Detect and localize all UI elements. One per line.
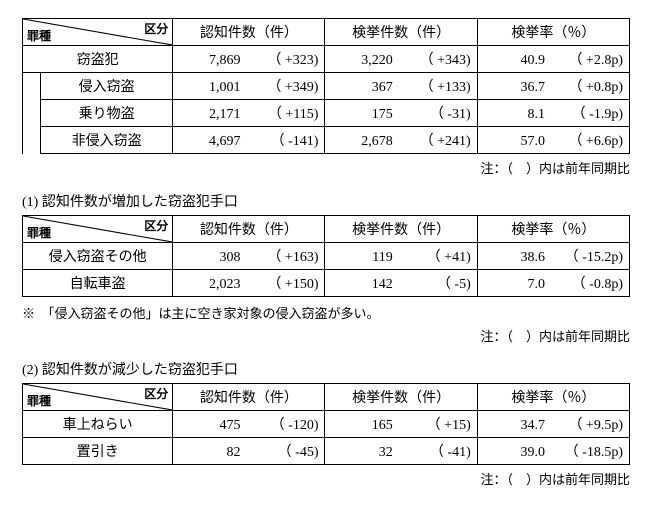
value-cell: 40.9（ +2.8p) xyxy=(477,46,629,73)
category-cell: 侵入窃盗 xyxy=(41,73,173,100)
value-cell: 475（ -120) xyxy=(173,411,325,438)
value-cell: 175（ -31) xyxy=(325,100,477,127)
table-row: 車上ねらい475（ -120)165（ +15)34.7（ +9.5p) xyxy=(23,411,630,438)
value-cell: 1,001（ +349) xyxy=(173,73,325,100)
value-cell: 165（ +15) xyxy=(325,411,477,438)
category-cell: 自転車盗 xyxy=(23,270,173,297)
header-diagonal: 区分 罪種 xyxy=(23,216,173,243)
value-cell: 82（ -45) xyxy=(173,438,325,465)
indent-spacer xyxy=(23,127,41,154)
col-header-recognized: 認知件数（件） xyxy=(173,19,325,46)
table-row: 乗り物盗2,171（ +115)175（ -31)8.1（ -1.9p) xyxy=(23,100,630,127)
header-diagonal: 区分 罪種 xyxy=(23,384,173,411)
category-cell: 侵入窃盗その他 xyxy=(23,243,173,270)
col-header-rate: 検挙率（％） xyxy=(477,19,629,46)
table-row: 侵入窃盗その他308（ +163)119（ +41)38.6（ -15.2p) xyxy=(23,243,630,270)
table2-body: 侵入窃盗その他308（ +163)119（ +41)38.6（ -15.2p)自… xyxy=(23,243,630,297)
table-row: 自転車盗2,023（ +150)142（ -5)7.0（ -0.8p) xyxy=(23,270,630,297)
value-cell: 119（ +41) xyxy=(325,243,477,270)
table-decrease: 区分 罪種 認知件数（件） 検挙件数（件） 検挙率（％） 車上ねらい475（ -… xyxy=(22,383,630,465)
value-cell: 7.0（ -0.8p) xyxy=(477,270,629,297)
indent-spacer xyxy=(23,100,41,127)
table3-body: 車上ねらい475（ -120)165（ +15)34.7（ +9.5p)置引き8… xyxy=(23,411,630,465)
col-header-arrests: 検挙件数（件） xyxy=(325,19,477,46)
value-cell: 2,023（ +150) xyxy=(173,270,325,297)
section1-title: (1) 認知件数が増加した窃盗犯手口 xyxy=(22,191,637,211)
note-paren-3: 注：（ ）内は前年同期比 xyxy=(22,469,630,488)
value-cell: 142（ -5) xyxy=(325,270,477,297)
value-cell: 7,869（ +323) xyxy=(173,46,325,73)
table-theft-summary: 区分 罪種 認知件数（件） 検挙件数（件） 検挙率（％） 窃盗犯7,869（ +… xyxy=(22,18,630,154)
value-cell: 8.1（ -1.9p) xyxy=(477,100,629,127)
value-cell: 3,220（ +343) xyxy=(325,46,477,73)
header-top-label: 区分 xyxy=(144,20,168,37)
category-cell: 窃盗犯 xyxy=(23,46,173,73)
header-bottom-label: 罪種 xyxy=(27,27,51,44)
header-diagonal: 区分 罪種 xyxy=(23,19,173,46)
table-row: 置引き82（ -45)32（ -41)39.0（ -18.5p) xyxy=(23,438,630,465)
value-cell: 34.7（ +9.5p) xyxy=(477,411,629,438)
footnote-1: ※ 「侵入窃盗その他」は主に空き家対象の侵入窃盗が多い。 xyxy=(22,303,637,322)
value-cell: 57.0（ +6.6p) xyxy=(477,127,629,154)
value-cell: 38.6（ -15.2p) xyxy=(477,243,629,270)
note-paren-2: 注：（ ）内は前年同期比 xyxy=(22,326,630,345)
value-cell: 32（ -41) xyxy=(325,438,477,465)
category-cell: 乗り物盗 xyxy=(41,100,173,127)
table-row: 侵入窃盗1,001（ +349)367（ +133)36.7（ +0.8p) xyxy=(23,73,630,100)
value-cell: 2,678（ +241) xyxy=(325,127,477,154)
table-row: 窃盗犯7,869（ +323)3,220（ +343)40.9（ +2.8p) xyxy=(23,46,630,73)
table1-body: 窃盗犯7,869（ +323)3,220（ +343)40.9（ +2.8p)侵… xyxy=(23,46,630,154)
category-cell: 車上ねらい xyxy=(23,411,173,438)
value-cell: 36.7（ +0.8p) xyxy=(477,73,629,100)
value-cell: 2,171（ +115) xyxy=(173,100,325,127)
value-cell: 367（ +133) xyxy=(325,73,477,100)
category-cell: 非侵入窃盗 xyxy=(41,127,173,154)
category-cell: 置引き xyxy=(23,438,173,465)
value-cell: 4,697（ -141) xyxy=(173,127,325,154)
table-increase: 区分 罪種 認知件数（件） 検挙件数（件） 検挙率（％） 侵入窃盗その他308（… xyxy=(22,215,630,297)
value-cell: 39.0（ -18.5p) xyxy=(477,438,629,465)
value-cell: 308（ +163) xyxy=(173,243,325,270)
note-paren-1: 注：（ ）内は前年同期比 xyxy=(22,158,630,177)
section2-title: (2) 認知件数が減少した窃盗犯手口 xyxy=(22,359,637,379)
indent-spacer xyxy=(23,73,41,100)
table-row: 非侵入窃盗4,697（ -141)2,678（ +241)57.0（ +6.6p… xyxy=(23,127,630,154)
